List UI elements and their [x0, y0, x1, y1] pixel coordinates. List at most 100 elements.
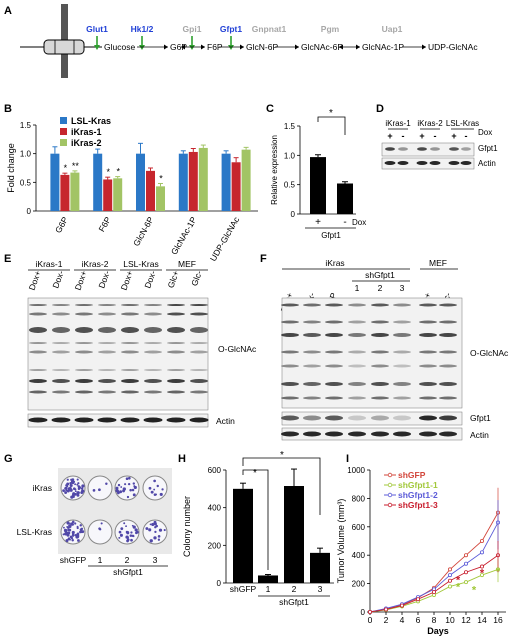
colony — [145, 527, 149, 531]
blot-band — [281, 303, 299, 307]
blot-band — [167, 379, 185, 383]
colony — [126, 538, 130, 542]
blot-band — [52, 350, 70, 354]
chart-h-ylabel: Colony number — [182, 496, 192, 557]
blot-band — [166, 417, 186, 423]
blot-band — [75, 350, 93, 354]
colony — [65, 538, 69, 543]
chart-i-ytick: 600 — [352, 523, 366, 532]
blot-band — [52, 390, 70, 394]
colony — [132, 493, 136, 497]
plate-col-label: 1 — [98, 555, 103, 565]
chart-b-bar — [113, 178, 123, 211]
chart-i-ylabel: Tumor Volume (mm³) — [336, 499, 346, 584]
blot-band — [281, 364, 299, 368]
blot-d-group-label: iKras-2 — [417, 119, 443, 128]
chart-b-metabolites: 0 0.5 1.0 1.5 Fold change G6P F6P GlcN-6P GlcNAc… — [6, 116, 258, 263]
blot-band — [121, 304, 139, 306]
blot-band — [121, 369, 139, 371]
colony — [131, 524, 134, 527]
chart-b-bar — [50, 153, 60, 211]
culture-plate — [87, 475, 113, 501]
blot-band — [371, 396, 389, 400]
colony — [74, 488, 77, 491]
blot-band — [190, 327, 208, 333]
colony — [150, 490, 154, 494]
blot-band — [190, 312, 208, 316]
colony — [154, 526, 157, 529]
chart-i-series-line — [369, 512, 499, 613]
blot-band — [449, 147, 459, 151]
chart-h-significance: * — [280, 450, 284, 461]
chart-i-point — [463, 553, 468, 558]
chart-h-xtick: shGFP — [230, 584, 257, 594]
chart-c-ytick: 0.5 — [284, 181, 296, 190]
chart-i-xtick: 16 — [493, 615, 503, 625]
blot-band — [75, 379, 93, 383]
chart-i-xtick: 6 — [416, 615, 421, 625]
chart-i-legend-label: shGfpt1-2 — [398, 490, 438, 500]
blot-band — [75, 342, 93, 344]
chart-i-point — [479, 573, 484, 578]
chart-h-xtick: 1 — [266, 584, 271, 594]
blot-band — [281, 431, 299, 437]
blot-band — [460, 161, 472, 165]
panel-label-a: A — [4, 5, 12, 17]
colony — [66, 485, 69, 488]
chart-i-tumor-volume: 0 200 400 600 800 1000 0 2 4 6 8 10 12 14 16 Days Tumor … — [336, 466, 506, 636]
blot-e-row-label: O-GlcNAc — [218, 344, 257, 354]
blot-band — [325, 431, 343, 437]
chart-i-point — [399, 603, 404, 608]
chart-i-legend-label: shGFP — [398, 470, 426, 480]
chart-b-bar — [136, 153, 145, 211]
blot-band — [393, 350, 411, 354]
blot-band — [121, 342, 139, 344]
blot-e-row-label: Actin — [216, 416, 235, 426]
chart-i-point — [463, 580, 468, 585]
colony — [125, 477, 129, 481]
panel-label-f: F — [260, 253, 267, 265]
chart-h-significance: * — [253, 468, 257, 479]
blot-band — [281, 396, 299, 400]
blot-f-mef-group: MEF — [429, 258, 447, 268]
plate-col-label: shGFP — [60, 555, 87, 565]
chart-c-ytick: 0 — [291, 210, 296, 219]
colony — [149, 523, 152, 526]
blot-band — [371, 303, 389, 307]
down-arrow-icon — [228, 36, 234, 50]
blot-e-group-label: LSL-Kras — [123, 259, 158, 269]
chart-b-bar — [60, 174, 70, 211]
blot-band — [120, 417, 140, 423]
colony — [76, 478, 79, 481]
chart-c-gfpt1-expression: 0 0.5 1.0 1.5 Relative expression + - Dox Gfpt1 * — [270, 108, 366, 240]
blot-d-lane-label: - — [402, 131, 405, 141]
colony — [65, 531, 68, 534]
chart-b-bar — [103, 179, 113, 211]
blot-band — [303, 431, 321, 437]
colony — [156, 484, 159, 488]
chart-b-legend-swatch — [60, 117, 67, 124]
colony — [117, 491, 120, 495]
blot-band — [325, 396, 343, 400]
reaction-arrow-icon — [219, 44, 244, 50]
blot-d-lane-label: + — [419, 131, 424, 141]
blot-band — [144, 327, 162, 333]
chart-b-xtick: UDP-GlcNAc — [208, 214, 242, 263]
blot-d-row-label: Gfpt1 — [478, 144, 498, 153]
blot-band — [348, 431, 366, 437]
blot-d-lane-label: + — [387, 131, 392, 141]
panel-label-g: G — [4, 453, 13, 465]
blot-band — [393, 320, 411, 324]
metabolite-label: F6P — [207, 42, 223, 52]
blot-band — [417, 147, 427, 151]
chart-c-significance: * — [329, 108, 333, 119]
colony — [64, 486, 68, 490]
colony — [76, 483, 79, 486]
culture-plate — [114, 475, 140, 501]
colony — [122, 489, 125, 493]
chart-i-point — [447, 584, 452, 589]
colony — [161, 488, 164, 491]
colony — [154, 530, 157, 534]
blot-d-lane-label: + — [451, 131, 456, 141]
blot-band — [419, 350, 437, 354]
